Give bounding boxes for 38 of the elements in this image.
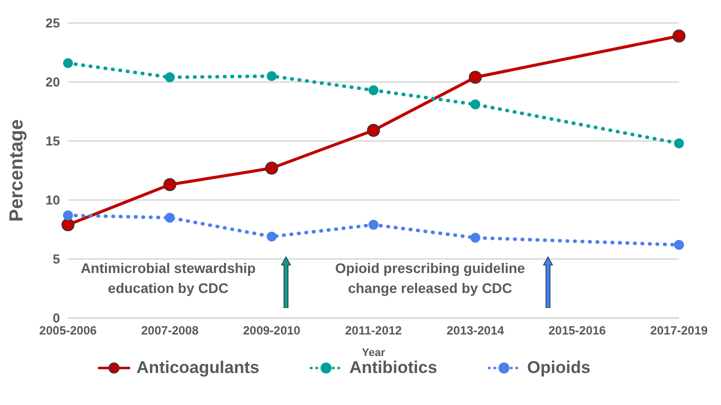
point <box>674 240 684 250</box>
y-tick-label: 25 <box>46 16 60 31</box>
point <box>672 29 686 42</box>
point <box>63 210 73 220</box>
x-axis-title: Year <box>362 347 386 359</box>
point <box>266 71 277 82</box>
point <box>470 99 480 110</box>
point <box>265 162 278 175</box>
y-tick-label: 10 <box>46 192 60 208</box>
x-tick-label: 2017-2019 <box>650 324 708 338</box>
x-tick-label: 2015-2016 <box>548 324 606 338</box>
y-axis-title: Percentage <box>6 119 28 222</box>
point <box>368 220 378 230</box>
point <box>164 72 175 82</box>
legend-label: Opioids <box>527 358 590 378</box>
point <box>468 70 482 84</box>
x-tick-label: 2011-2012 <box>345 324 402 338</box>
ref-line-label: Antimicrobial stewardship education by CDC <box>80 259 257 298</box>
y-tick-label: 5 <box>52 252 60 267</box>
point <box>163 178 176 192</box>
point <box>367 124 380 137</box>
ref-line-label: Opioid prescribing guideline change released by CDC <box>334 259 526 298</box>
x-tick-label: 2013-2014 <box>446 324 504 338</box>
x-tick-label: 2005-2006 <box>39 324 98 338</box>
y-tick-label: 0 <box>52 310 60 326</box>
legend-label: Anticoagulants <box>136 358 260 378</box>
point <box>368 85 378 96</box>
y-tick-label: 20 <box>46 74 60 90</box>
point <box>164 212 175 223</box>
point <box>674 138 684 148</box>
point <box>63 58 73 68</box>
point <box>266 232 277 242</box>
point <box>470 232 480 243</box>
x-tick-label: 2009-2010 <box>242 324 301 338</box>
x-tick-label: 2007-2008 <box>141 324 199 338</box>
y-tick-label: 15 <box>46 134 60 149</box>
point <box>62 218 74 232</box>
legend-label: Antibiotics <box>349 358 438 378</box>
